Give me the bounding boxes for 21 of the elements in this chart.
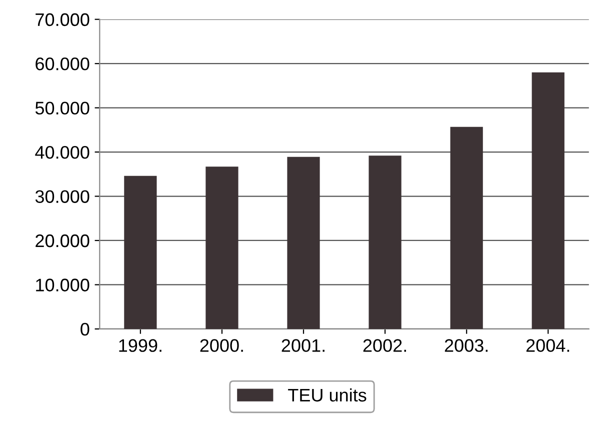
y-tick-label: 70.000 xyxy=(36,13,90,26)
y-tick-label: 60.000 xyxy=(36,58,90,70)
x-tick-label: 1999. xyxy=(119,339,162,352)
x-tick-label: 2000. xyxy=(200,339,243,352)
bar xyxy=(532,72,564,329)
bar xyxy=(206,166,238,329)
y-tick-label: 50.000 xyxy=(35,102,90,115)
y-tick-label: 0 xyxy=(80,322,90,336)
x-tick-label: 2002. xyxy=(363,339,406,352)
bar xyxy=(368,156,402,329)
x-tick-label: 2001. xyxy=(282,339,324,352)
bar xyxy=(287,156,320,329)
x-tick-label: 2003. xyxy=(444,339,488,352)
bar xyxy=(450,126,483,329)
y-tick-label: 20.000 xyxy=(36,234,90,248)
x-tick-label: 2004. xyxy=(526,339,570,352)
legend-label: TEU units xyxy=(288,388,366,402)
y-tick-label: 40.000 xyxy=(35,146,90,159)
y-tick-label: 30.000 xyxy=(35,190,90,203)
bar xyxy=(124,176,157,329)
y-tick-label: 10.000 xyxy=(36,278,90,292)
